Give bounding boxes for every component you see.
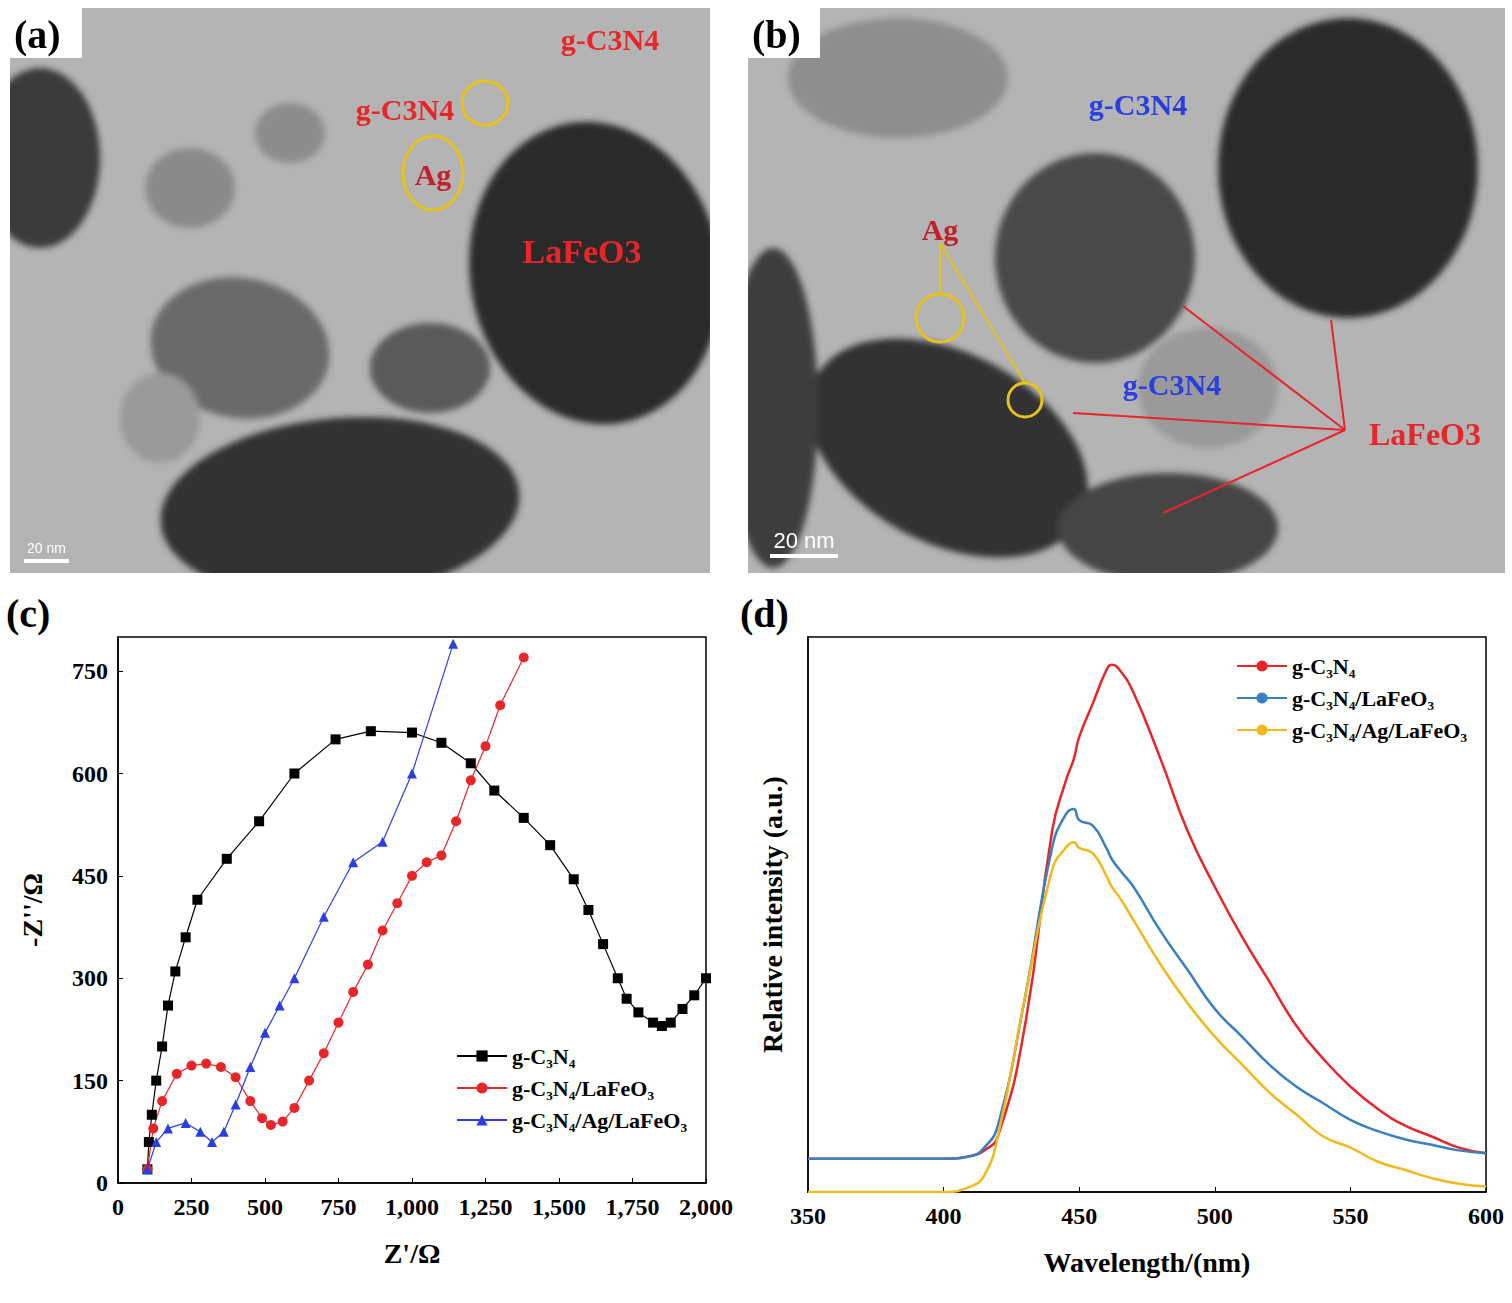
svg-text:350: 350 [790, 1203, 826, 1229]
svg-text:g-C3N4: g-C3N4 [561, 23, 659, 56]
svg-text:g-C₃N₄: g-C₃N₄ [1292, 654, 1356, 679]
svg-text:0: 0 [96, 1170, 108, 1196]
svg-text:g-C₃N₄/LaFeO₃: g-C₃N₄/LaFeO₃ [1292, 686, 1434, 711]
svg-text:g-C3N4: g-C3N4 [1089, 88, 1187, 121]
svg-text:250: 250 [174, 1194, 210, 1220]
svg-text:400: 400 [926, 1203, 962, 1229]
svg-text:1,500: 1,500 [532, 1194, 586, 1220]
svg-text:g-C3N4: g-C3N4 [1123, 368, 1221, 401]
svg-text:g-C3N4: g-C3N4 [356, 93, 454, 126]
svg-text:Ag: Ag [922, 213, 959, 246]
svg-text:500: 500 [1197, 1203, 1233, 1229]
svg-text:g-C₃N₄/Ag/LaFeO₃: g-C₃N₄/Ag/LaFeO₃ [512, 1108, 687, 1133]
svg-text:g-C₃N₄: g-C₃N₄ [512, 1044, 576, 1069]
svg-text:20 nm: 20 nm [773, 528, 834, 553]
svg-text:150: 150 [72, 1068, 108, 1094]
svg-text:600: 600 [1468, 1203, 1504, 1229]
svg-text:(a): (a) [14, 12, 61, 57]
html-text:(c): (c) [6, 591, 51, 636]
svg-text:Wavelength/(nm): Wavelength/(nm) [1044, 1247, 1251, 1278]
svg-text:Z'/Ω: Z'/Ω [384, 1238, 441, 1269]
svg-text:450: 450 [1061, 1203, 1097, 1229]
svg-text:-Z''/Ω: -Z''/Ω [17, 873, 48, 947]
svg-text:0: 0 [112, 1194, 124, 1220]
svg-text:Relative intensity (a.u.): Relative intensity (a.u.) [757, 776, 788, 1053]
svg-text:550: 550 [1332, 1203, 1368, 1229]
svg-text:LaFeO3: LaFeO3 [1369, 416, 1481, 452]
svg-text:20 nm: 20 nm [27, 540, 66, 556]
svg-text:1,250: 1,250 [459, 1194, 513, 1220]
svg-text:600: 600 [72, 761, 108, 787]
svg-text:750: 750 [72, 658, 108, 684]
svg-text:450: 450 [72, 863, 108, 889]
html-text:(d): (d) [740, 591, 789, 636]
svg-text:750: 750 [321, 1194, 357, 1220]
svg-text:2,000: 2,000 [679, 1194, 733, 1220]
svg-text:Ag: Ag [415, 158, 452, 191]
svg-text:(b): (b) [752, 12, 801, 57]
svg-text:g-C₃N₄/Ag/LaFeO₃: g-C₃N₄/Ag/LaFeO₃ [1292, 718, 1467, 743]
svg-text:1,000: 1,000 [385, 1194, 439, 1220]
svg-text:300: 300 [72, 965, 108, 991]
svg-text:1,750: 1,750 [606, 1194, 660, 1220]
svg-text:g-C₃N₄/LaFeO₃: g-C₃N₄/LaFeO₃ [512, 1076, 654, 1101]
svg-text:500: 500 [247, 1194, 283, 1220]
svg-text:LaFeO3: LaFeO3 [523, 233, 642, 270]
